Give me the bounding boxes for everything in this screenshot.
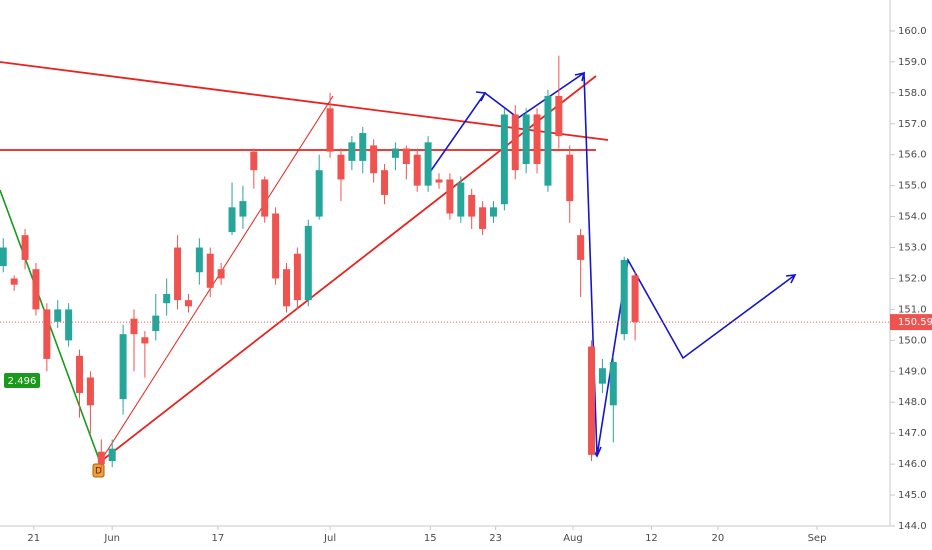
x-tick-label: 12	[645, 533, 658, 544]
candle-body	[522, 114, 530, 164]
candle-body	[577, 235, 585, 260]
y-tick-label: 145.0	[898, 490, 927, 501]
y-tick-label: 154.0	[898, 212, 927, 223]
candle-body	[43, 309, 51, 359]
candle-body	[381, 170, 389, 195]
x-tick-label: Jul	[323, 533, 336, 544]
candle-body	[533, 114, 541, 164]
candle-body	[184, 300, 192, 307]
candle-body	[500, 114, 508, 205]
candle-body	[10, 278, 18, 285]
candle-body	[598, 368, 606, 384]
candle-body	[86, 377, 94, 406]
x-tick-label: Aug	[563, 533, 583, 544]
candle-body	[250, 151, 258, 171]
candle-body	[413, 154, 421, 186]
candle-body	[631, 275, 639, 323]
annotation-label: 2.496	[8, 376, 37, 387]
candle-body	[130, 318, 138, 335]
candle-body	[108, 448, 116, 462]
y-tick-label: 152.0	[898, 273, 927, 284]
candle-body	[65, 309, 73, 341]
y-tick-label: 146.0	[898, 459, 927, 470]
candle-body	[119, 334, 127, 400]
y-tick-label: 149.0	[898, 366, 927, 377]
last-price-box	[890, 314, 932, 331]
candle-body	[446, 179, 454, 214]
candle-body	[544, 95, 552, 186]
candle-body	[163, 293, 171, 304]
x-tick-label: Jun	[103, 533, 120, 544]
candle-body	[195, 247, 203, 273]
candle-body	[174, 247, 182, 301]
candle-body	[468, 194, 476, 217]
y-tick-label: 156.0	[898, 150, 927, 161]
candle-body	[337, 154, 345, 180]
candle-body	[555, 95, 563, 137]
candle-body	[0, 247, 7, 267]
candle-body	[152, 315, 160, 332]
candle-body	[261, 179, 269, 217]
y-tick-label: 159.0	[898, 57, 927, 68]
candle-body	[293, 253, 301, 301]
arrow-heads	[475, 71, 797, 458]
last-price-label: 150.59	[898, 317, 932, 328]
candle-body	[489, 207, 497, 217]
candle-body	[511, 114, 519, 171]
x-tick-label: 20	[712, 533, 725, 544]
candle-body	[76, 355, 84, 393]
candle-body	[228, 207, 236, 233]
candle-body	[272, 213, 280, 279]
candle-body	[97, 451, 105, 465]
candle-body	[326, 108, 334, 152]
y-tick-label: 157.0	[898, 119, 927, 130]
candle-body	[304, 225, 312, 301]
y-tick-label: 158.0	[898, 88, 927, 99]
candle-body	[359, 133, 367, 161]
candle-body	[141, 337, 149, 344]
candle-body	[206, 253, 214, 288]
x-tick-label: 21	[27, 533, 40, 544]
candle-body	[435, 179, 443, 183]
candle-body	[348, 142, 356, 161]
candle-body	[370, 145, 378, 174]
x-tick-label: 17	[212, 533, 225, 544]
x-tick-label: 23	[489, 533, 502, 544]
candle-body	[457, 182, 465, 217]
y-tick-label: 144.0	[898, 521, 927, 532]
candle-body	[402, 148, 410, 164]
candle-body	[391, 148, 399, 158]
y-tick-label: 153.0	[898, 243, 927, 254]
candle-body	[54, 309, 62, 322]
trend-line	[99, 95, 334, 463]
y-tick-label: 147.0	[898, 428, 927, 439]
y-tick-label: 160.0	[898, 26, 927, 37]
candle-body	[620, 259, 628, 335]
y-tick-label: 151.0	[898, 304, 927, 315]
candle-body	[588, 346, 596, 455]
candle-body	[32, 269, 40, 310]
x-tick-label: 15	[424, 533, 437, 544]
annotation-box	[4, 373, 40, 388]
candle-body	[282, 269, 290, 307]
x-tick-label: Sep	[808, 533, 827, 544]
candle-body	[479, 207, 487, 229]
annotation-label: D	[95, 467, 102, 477]
candle-body	[21, 235, 29, 260]
projection-path	[429, 71, 796, 457]
drawings: 2.496 D	[0, 61, 797, 478]
y-tick-label: 148.0	[898, 397, 927, 408]
candle-body	[315, 170, 323, 217]
candle-body	[609, 362, 617, 406]
y-tick-label: 150.0	[898, 335, 927, 346]
candle-body	[566, 154, 574, 202]
candle-body	[217, 269, 225, 279]
y-tick-label: 155.0	[898, 181, 927, 192]
candle-body	[424, 142, 432, 186]
candle-body	[239, 201, 247, 217]
